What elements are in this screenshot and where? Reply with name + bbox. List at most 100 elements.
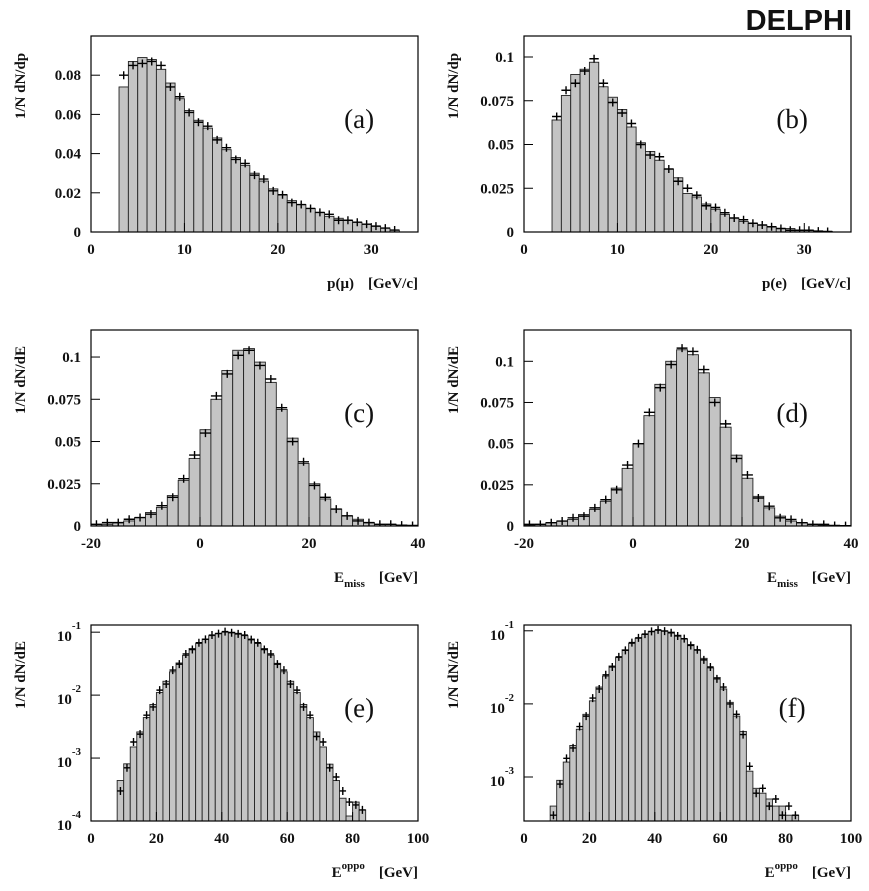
plot-area — [552, 55, 832, 236]
y-tick-label: 0.075 — [47, 392, 81, 408]
panel-label: (e) — [344, 693, 374, 723]
histogram-bar — [683, 194, 692, 233]
histogram-bar — [326, 764, 333, 821]
histogram-bar — [635, 638, 642, 821]
y-tick-label: 0.1 — [62, 350, 81, 366]
y-tick-label: 0.075 — [480, 395, 514, 411]
histogram-bar — [287, 681, 294, 821]
x-tick-label: 20 — [703, 242, 718, 258]
histogram-bar — [642, 634, 649, 821]
histogram-bar — [589, 701, 596, 821]
data-point — [390, 226, 399, 234]
x-tick-label: 0 — [520, 242, 528, 258]
histogram-bar — [764, 508, 775, 526]
histogram-bar — [259, 181, 268, 232]
x-axis-label: Emiss [GeV] — [334, 570, 418, 590]
y-tick-label: 0.05 — [55, 435, 81, 451]
histogram-bar — [233, 350, 244, 526]
data-point — [622, 461, 633, 469]
histogram-bar — [552, 120, 561, 232]
x-tick-label: 40 — [647, 831, 662, 847]
y-tick-label: 0.02 — [55, 186, 81, 202]
histogram-bar — [278, 195, 287, 232]
histogram-bar — [202, 639, 209, 821]
x-label-unit: [GeV] — [379, 570, 418, 586]
data-point — [156, 61, 165, 69]
histogram-bar — [571, 75, 580, 233]
histogram-bar — [175, 99, 184, 232]
y-tick-label: 10-3 — [490, 765, 515, 790]
histogram-bar — [313, 732, 320, 821]
x-tick-label: 80 — [345, 831, 360, 847]
data-point — [524, 520, 535, 528]
y-tick-label: 10-2 — [57, 683, 82, 708]
panel-label: (c) — [344, 398, 374, 428]
histogram-bar — [707, 668, 714, 821]
histogram-bar — [320, 499, 331, 526]
histogram-bar — [340, 798, 347, 821]
figure-title: DELPHI — [746, 5, 852, 37]
histogram-bar — [655, 630, 662, 821]
histogram-bar — [325, 216, 334, 232]
y-tick-label: 0 — [507, 225, 515, 241]
x-label-subscript: miss — [344, 578, 366, 590]
y-tick-label: 0.08 — [55, 68, 81, 84]
histogram-bar — [629, 644, 636, 821]
histogram-bar — [281, 672, 288, 821]
data-point — [119, 71, 128, 79]
data-point — [655, 153, 664, 161]
histogram-bar — [600, 501, 611, 526]
y-tick-label: 0.025 — [480, 181, 514, 197]
x-tick-label: 20 — [302, 536, 317, 552]
plot-area — [117, 628, 366, 821]
histogram-bar — [608, 97, 617, 232]
x-tick-label: 80 — [778, 831, 793, 847]
histogram-bar — [333, 780, 340, 821]
histogram-bar — [786, 815, 793, 821]
histogram-bar — [655, 160, 664, 232]
histogram-bar — [189, 649, 196, 821]
y-tick-base: 10 — [490, 701, 505, 717]
data-point — [644, 408, 655, 416]
histogram-bar — [287, 438, 298, 526]
data-point — [552, 113, 561, 121]
y-tick-label: 0.1 — [495, 354, 514, 370]
data-point — [627, 120, 636, 128]
x-tick-label: 20 — [735, 536, 750, 552]
x-label-main: E — [765, 865, 775, 881]
x-tick-label: 0 — [87, 831, 95, 847]
histogram-bar — [674, 635, 681, 821]
y-tick-label: 0 — [507, 519, 515, 535]
x-tick-label: 20 — [582, 831, 597, 847]
histogram-bar — [645, 152, 654, 233]
data-point — [688, 347, 699, 355]
histogram-bar — [240, 165, 249, 232]
x-tick-label: 40 — [411, 536, 426, 552]
histogram-bar — [720, 427, 731, 526]
x-tick-label: 30 — [797, 242, 812, 258]
x-label-unit: [GeV] — [812, 570, 851, 586]
histogram-bar — [673, 178, 682, 232]
x-label-superscript: oppo — [775, 860, 799, 872]
data-point — [189, 451, 200, 459]
histogram-bar — [196, 644, 203, 821]
histogram-bar — [200, 430, 211, 526]
data-point — [320, 738, 327, 746]
y-tick-power: -3 — [72, 746, 82, 758]
x-tick-label: 30 — [364, 242, 379, 258]
x-tick-label: 0 — [87, 242, 95, 258]
histogram-bar — [137, 732, 144, 821]
data-point — [589, 55, 598, 63]
histogram-bar — [183, 655, 190, 821]
histogram-bar — [727, 702, 734, 821]
x-label-main: E — [334, 570, 344, 586]
histogram-bar — [759, 793, 766, 821]
y-tick-label: 10-2 — [490, 692, 515, 717]
x-label-main: E — [332, 865, 342, 881]
histogram-bar — [602, 676, 609, 821]
histogram-bar — [622, 468, 633, 526]
histogram-bar — [644, 416, 655, 526]
